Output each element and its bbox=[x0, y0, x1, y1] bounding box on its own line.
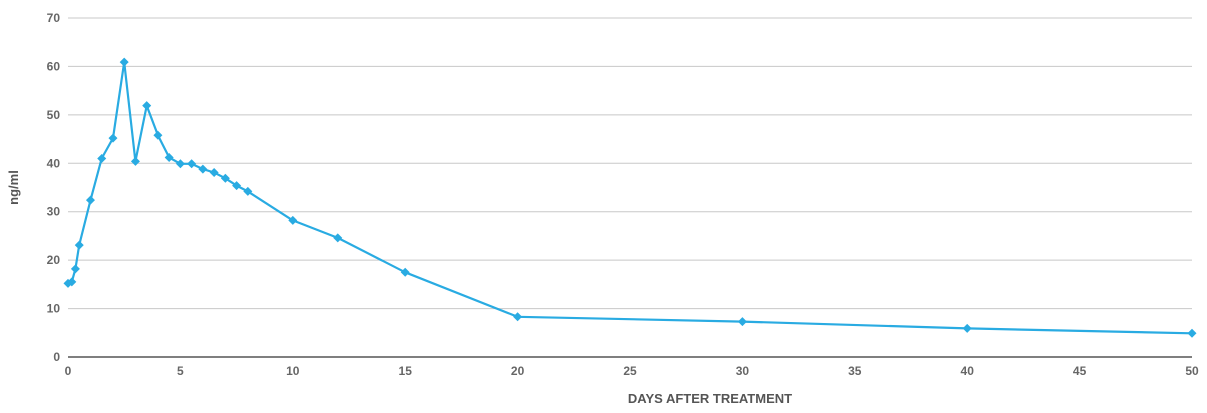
data-point-marker bbox=[108, 133, 118, 143]
x-tick-label: 10 bbox=[286, 364, 300, 378]
data-point-marker bbox=[175, 159, 185, 169]
x-axis-title: DAYS AFTER TREATMENT bbox=[628, 391, 792, 406]
data-point-marker bbox=[1187, 328, 1197, 338]
data-point-marker bbox=[85, 195, 95, 205]
data-point-marker bbox=[164, 152, 174, 162]
x-tick-label: 5 bbox=[177, 364, 184, 378]
y-tick-label: 40 bbox=[47, 156, 61, 170]
x-tick-label: 45 bbox=[1073, 364, 1087, 378]
x-tick-label: 0 bbox=[65, 364, 72, 378]
data-point-marker bbox=[130, 156, 140, 166]
data-point-marker bbox=[142, 101, 152, 111]
data-point-marker bbox=[70, 264, 80, 274]
y-tick-label: 70 bbox=[47, 11, 61, 25]
data-point-marker bbox=[97, 153, 107, 163]
y-tick-label: 20 bbox=[47, 253, 61, 267]
data-point-marker bbox=[119, 57, 129, 67]
y-tick-label: 50 bbox=[47, 108, 61, 122]
data-point-marker bbox=[962, 323, 972, 333]
data-point-marker bbox=[220, 173, 230, 183]
x-tick-label: 25 bbox=[623, 364, 637, 378]
x-axis-tick-labels: 0 5 10 15 20 25 30 35 40 45 50 bbox=[65, 364, 1199, 378]
data-point-marker bbox=[209, 167, 219, 177]
x-tick-label: 30 bbox=[736, 364, 750, 378]
series-line bbox=[67, 60, 1193, 335]
x-tick-label: 40 bbox=[961, 364, 975, 378]
data-point-marker bbox=[187, 159, 197, 169]
data-point-marker bbox=[513, 312, 523, 322]
y-axis-tick-labels: 0 10 20 30 40 50 60 70 bbox=[47, 11, 61, 364]
data-point-marker bbox=[153, 130, 163, 140]
y-tick-label: 30 bbox=[47, 205, 61, 219]
data-point-marker bbox=[198, 164, 208, 174]
data-point-marker bbox=[243, 186, 253, 196]
data-point-marker bbox=[737, 317, 747, 327]
data-point-marker bbox=[333, 233, 343, 243]
x-tick-label: 15 bbox=[399, 364, 413, 378]
y-tick-label: 60 bbox=[47, 59, 61, 73]
x-tick-label: 50 bbox=[1185, 364, 1199, 378]
data-point-marker bbox=[288, 215, 298, 225]
x-tick-label: 35 bbox=[848, 364, 862, 378]
data-point-marker bbox=[400, 267, 410, 277]
y-tick-label: 0 bbox=[53, 350, 60, 364]
gridlines bbox=[68, 17, 1192, 310]
series-drug-concentration bbox=[63, 57, 1197, 338]
data-point-marker bbox=[67, 277, 77, 287]
x-tick-label: 20 bbox=[511, 364, 525, 378]
y-tick-label: 10 bbox=[47, 302, 61, 316]
y-axis-title: ng/ml bbox=[6, 170, 21, 205]
data-point-marker bbox=[74, 240, 84, 250]
data-point-marker bbox=[232, 181, 242, 191]
